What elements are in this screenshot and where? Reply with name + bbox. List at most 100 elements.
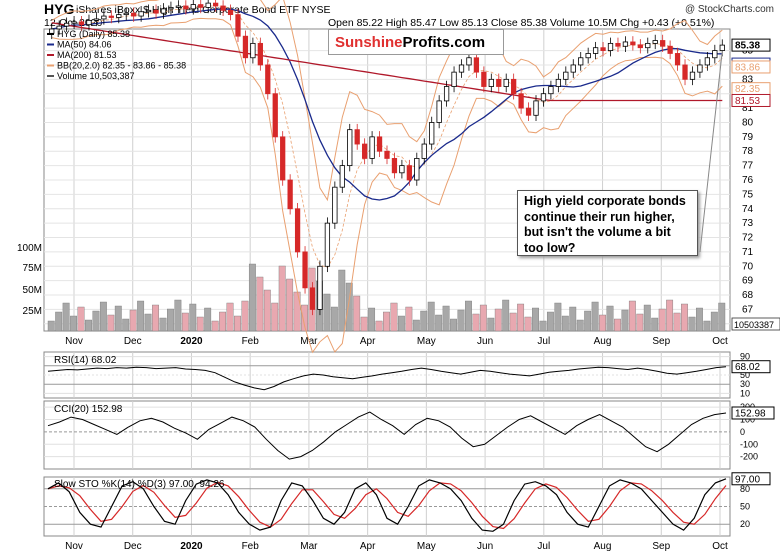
candle-body xyxy=(652,40,658,44)
candle-body xyxy=(287,179,293,210)
y-tick-label: 78 xyxy=(742,146,754,157)
copyright-notice: @ StockCharts.com xyxy=(684,4,774,15)
candle-body xyxy=(600,47,606,51)
y-tick-label: 75 xyxy=(742,189,754,200)
cci-y-tick: -100 xyxy=(740,439,758,449)
volume-bar xyxy=(554,302,562,332)
candle-body xyxy=(86,19,92,26)
bollinger-lower-line xyxy=(51,17,723,354)
volume-bar xyxy=(718,302,726,332)
legend-ma50: MA(50) 84.06 xyxy=(57,40,112,50)
candle-body xyxy=(339,165,345,188)
candle-body xyxy=(406,165,412,181)
y-tick-label: 71 xyxy=(742,247,754,258)
volume-bar xyxy=(375,320,383,332)
volume-bar xyxy=(539,320,547,332)
x-tick-label-bottom: Sep xyxy=(652,541,670,552)
y-tick-label: 69 xyxy=(742,276,754,287)
volume-bar xyxy=(383,311,390,332)
x-tick-label: Oct xyxy=(712,336,728,347)
volume-bar xyxy=(450,318,457,332)
volume-bar xyxy=(204,307,212,332)
badge-ma200-box xyxy=(731,93,771,107)
candle-body xyxy=(548,86,554,95)
y-tick-label: 77 xyxy=(742,161,754,172)
candle-body xyxy=(183,5,189,10)
volume-bar xyxy=(614,318,621,332)
panel-frame-cci xyxy=(43,400,731,470)
candle-body xyxy=(250,42,256,59)
candle-body xyxy=(376,136,383,152)
volume-bar xyxy=(569,306,577,332)
volume-bar xyxy=(196,316,204,332)
candle-body xyxy=(317,265,323,310)
volume-bar xyxy=(47,320,55,332)
volume-bar xyxy=(368,307,376,332)
brand-part1: Sunshine xyxy=(335,34,403,51)
volume-bar xyxy=(435,314,443,332)
bollinger-upper-line xyxy=(51,0,723,202)
candle-body xyxy=(399,165,405,174)
candle-body xyxy=(362,143,368,159)
volume-bar xyxy=(219,311,227,332)
volume-bar xyxy=(248,263,256,332)
volume-bar xyxy=(159,317,167,332)
rsi-title: RSI(14) 68.02 xyxy=(54,355,117,366)
candle-body xyxy=(190,4,196,10)
volume-bar xyxy=(144,313,152,332)
volume-bar xyxy=(114,305,122,332)
x-tick-label-bottom: Nov xyxy=(65,541,83,552)
x-tick-label-bottom: Dec xyxy=(124,541,142,552)
candle-body xyxy=(108,15,114,18)
volume-bar xyxy=(85,319,92,332)
volume-bar xyxy=(226,302,234,332)
x-tick-label: Apr xyxy=(360,336,376,347)
volume-bar xyxy=(129,309,137,332)
panel-frame-rsi xyxy=(43,351,731,399)
volume-bar xyxy=(256,276,264,332)
volume-bar xyxy=(107,314,115,332)
volume-bar xyxy=(241,300,249,332)
volume-axis-label: 25M xyxy=(23,306,42,317)
legend-bb: BB(20,2.0) 82.35 - 83.86 - 85.38 xyxy=(57,61,186,71)
sto-k-line xyxy=(47,478,727,532)
volume-bar xyxy=(211,320,219,332)
volume-bar xyxy=(599,314,606,332)
volume-bar xyxy=(643,304,651,332)
volume-bar xyxy=(338,269,346,332)
x-tick-label-bottom: 2020 xyxy=(180,541,203,552)
x-tick-label-bottom: Aug xyxy=(594,541,612,552)
sto-last-value: 97.00 xyxy=(735,474,760,485)
x-tick-label: Feb xyxy=(242,336,260,347)
volume-bar xyxy=(167,308,174,332)
candle-body xyxy=(458,64,465,73)
x-tick-label-bottom: Apr xyxy=(360,541,376,552)
ma200-line xyxy=(51,22,723,102)
candle-body xyxy=(488,78,494,87)
sto-y-tick: 50 xyxy=(740,502,750,512)
x-tick-label-bottom: Jul xyxy=(537,541,550,552)
candle-body xyxy=(421,143,427,159)
volume-bar xyxy=(710,311,718,332)
volume-bar xyxy=(55,311,63,332)
candle-body xyxy=(443,86,450,102)
candle-body xyxy=(660,40,666,47)
cci-last-value: 152.98 xyxy=(735,408,766,419)
x-tick-label: Nov xyxy=(65,336,83,347)
candle-body xyxy=(242,35,249,59)
volume-bar xyxy=(606,305,614,332)
x-tick-label: Sep xyxy=(652,336,670,347)
volume-bar xyxy=(345,282,353,332)
y-tick-label: 79 xyxy=(742,132,754,143)
volume-bar xyxy=(293,291,301,332)
y-tick-label: 80 xyxy=(742,117,754,128)
candle-body xyxy=(227,9,234,16)
volume-bar xyxy=(546,311,554,332)
x-tick-label-bottom: Oct xyxy=(712,541,728,552)
candle-body xyxy=(429,122,435,145)
candle-body xyxy=(481,71,487,87)
y-tick-label: 81 xyxy=(742,103,754,114)
rsi-line xyxy=(47,366,727,391)
volume-bar xyxy=(420,310,428,332)
volume-bar xyxy=(457,309,465,332)
